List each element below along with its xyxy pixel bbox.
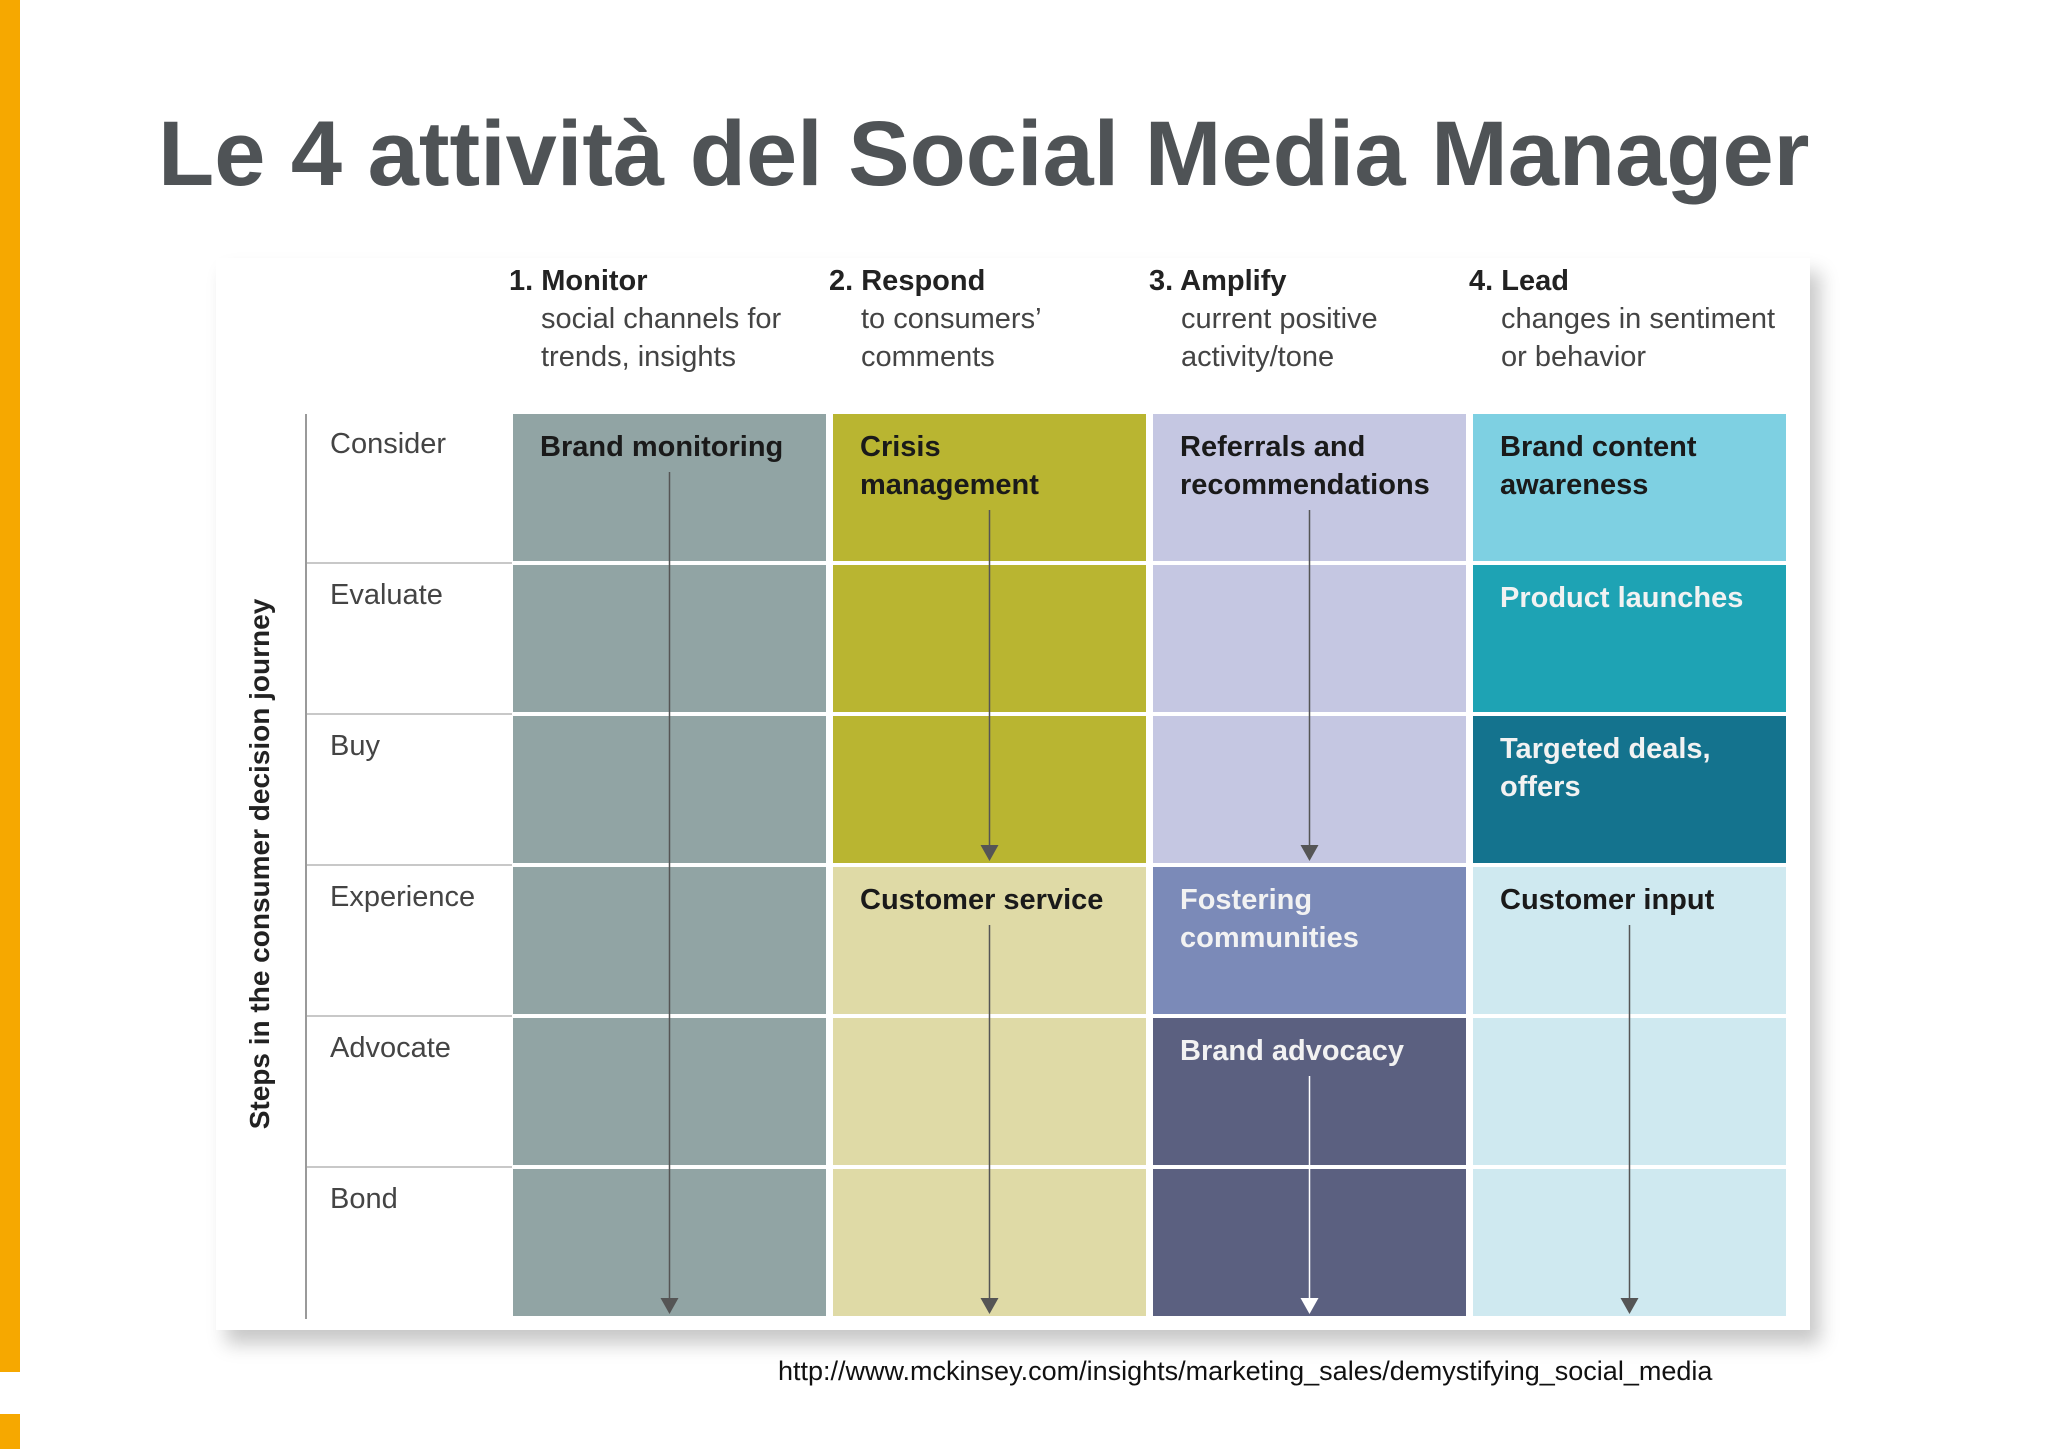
row-separator xyxy=(307,1015,512,1017)
row-label-experience: Experience xyxy=(330,881,476,913)
source-url: http://www.mckinsey.com/insights/marketi… xyxy=(778,1356,1713,1386)
activity-label: Crisis management xyxy=(860,428,1039,504)
matrix-cell xyxy=(1153,867,1466,1014)
activity-label: Brand advocacy xyxy=(1180,1032,1404,1070)
row-axis-line xyxy=(305,414,307,1319)
activity-label: Targeted deals, offers xyxy=(1500,730,1711,806)
column-description-line: activity/tone xyxy=(1181,341,1335,373)
matrix-cell xyxy=(513,716,826,863)
column-title: 3. Amplify xyxy=(1149,265,1287,297)
activity-label-line: offers xyxy=(1500,771,1581,803)
column-title: 1. Monitor xyxy=(509,265,648,297)
matrix-cell xyxy=(1473,716,1786,863)
accent-bar xyxy=(0,0,20,1372)
axis-title-text: Steps in the consumer decision journey xyxy=(244,598,275,1130)
activity-label-line: Customer input xyxy=(1500,884,1715,916)
row-label-buy: Buy xyxy=(330,730,380,762)
matrix-cell xyxy=(513,1018,826,1165)
matrix-cell xyxy=(1473,1018,1786,1165)
row-label-advocate: Advocate xyxy=(330,1032,451,1064)
activity-label: Customer input xyxy=(1500,881,1714,919)
matrix-cell xyxy=(513,1169,826,1316)
matrix-cell xyxy=(1153,1169,1466,1316)
column-title: 4. Lead xyxy=(1469,265,1569,297)
activity-label-line: Product launches xyxy=(1500,582,1744,614)
row-separator xyxy=(307,864,512,866)
column-description-line: changes in sentiment xyxy=(1501,303,1776,335)
matrix-cell xyxy=(833,1018,1146,1165)
matrix-cell xyxy=(1473,565,1786,712)
activity-label-line: communities xyxy=(1180,922,1359,954)
activity-label-line: Targeted deals, xyxy=(1500,733,1711,765)
activity-label: Brand monitoring xyxy=(540,428,783,466)
column-header-respond: 2. Respond to consumers’ comments xyxy=(829,262,1149,376)
column-description-line: social channels for xyxy=(541,303,782,335)
row-separator xyxy=(307,562,512,564)
matrix-cell xyxy=(1473,414,1786,561)
matrix-cell xyxy=(1473,1169,1786,1316)
activity-label: Customer service xyxy=(860,881,1103,919)
activity-label-line: Fostering xyxy=(1180,884,1313,916)
column-header-lead: 4. Lead changes in sentiment or behavior xyxy=(1469,262,1789,376)
activity-label: Referrals and recommendations xyxy=(1180,428,1430,504)
matrix-cell xyxy=(1153,565,1466,712)
activity-label-line: recommendations xyxy=(1180,469,1430,501)
column-description-line: trends, insights xyxy=(541,341,737,373)
row-separator xyxy=(307,1166,512,1168)
row-separator xyxy=(307,713,512,715)
activity-label: Fostering communities xyxy=(1180,881,1359,957)
matrix-cell xyxy=(833,565,1146,712)
matrix-cell xyxy=(513,867,826,1014)
column-header-monitor: 1. Monitor social channels for trends, ins… xyxy=(509,262,829,376)
column-header-amplify: 3. Amplify current positive activity/tone xyxy=(1149,262,1469,376)
column-title: 2. Respond xyxy=(829,265,986,297)
activity-label: Brand content awareness xyxy=(1500,428,1697,504)
activity-label-line: Brand content xyxy=(1500,431,1697,463)
activity-label: Product launches xyxy=(1500,579,1743,617)
row-label-consider: Consider xyxy=(330,428,447,460)
matrix-cell xyxy=(833,716,1146,863)
column-description-line: comments xyxy=(861,341,995,373)
column-description-line: current positive xyxy=(1181,303,1378,335)
activity-label-line: management xyxy=(860,469,1039,501)
matrix-cell xyxy=(1153,716,1466,863)
slide-title: Le 4 attività del Social Media Manager xyxy=(158,103,1810,205)
row-label-bond: Bond xyxy=(330,1183,398,1215)
column-description-line: to consumers’ xyxy=(861,303,1042,335)
row-label-evaluate: Evaluate xyxy=(330,579,443,611)
activity-label-line: awareness xyxy=(1500,469,1649,501)
activity-label-line: Referrals and xyxy=(1180,431,1366,463)
activity-label-line: Customer service xyxy=(860,884,1104,916)
activity-label-line: Brand advocacy xyxy=(1180,1035,1405,1067)
accent-bar-bottom xyxy=(0,1414,20,1449)
matrix-cell xyxy=(833,1169,1146,1316)
activity-label-line: Crisis xyxy=(860,431,941,463)
column-description-line: or behavior xyxy=(1501,341,1647,373)
matrix-cell xyxy=(513,565,826,712)
activity-label-line: Brand monitoring xyxy=(540,431,784,463)
